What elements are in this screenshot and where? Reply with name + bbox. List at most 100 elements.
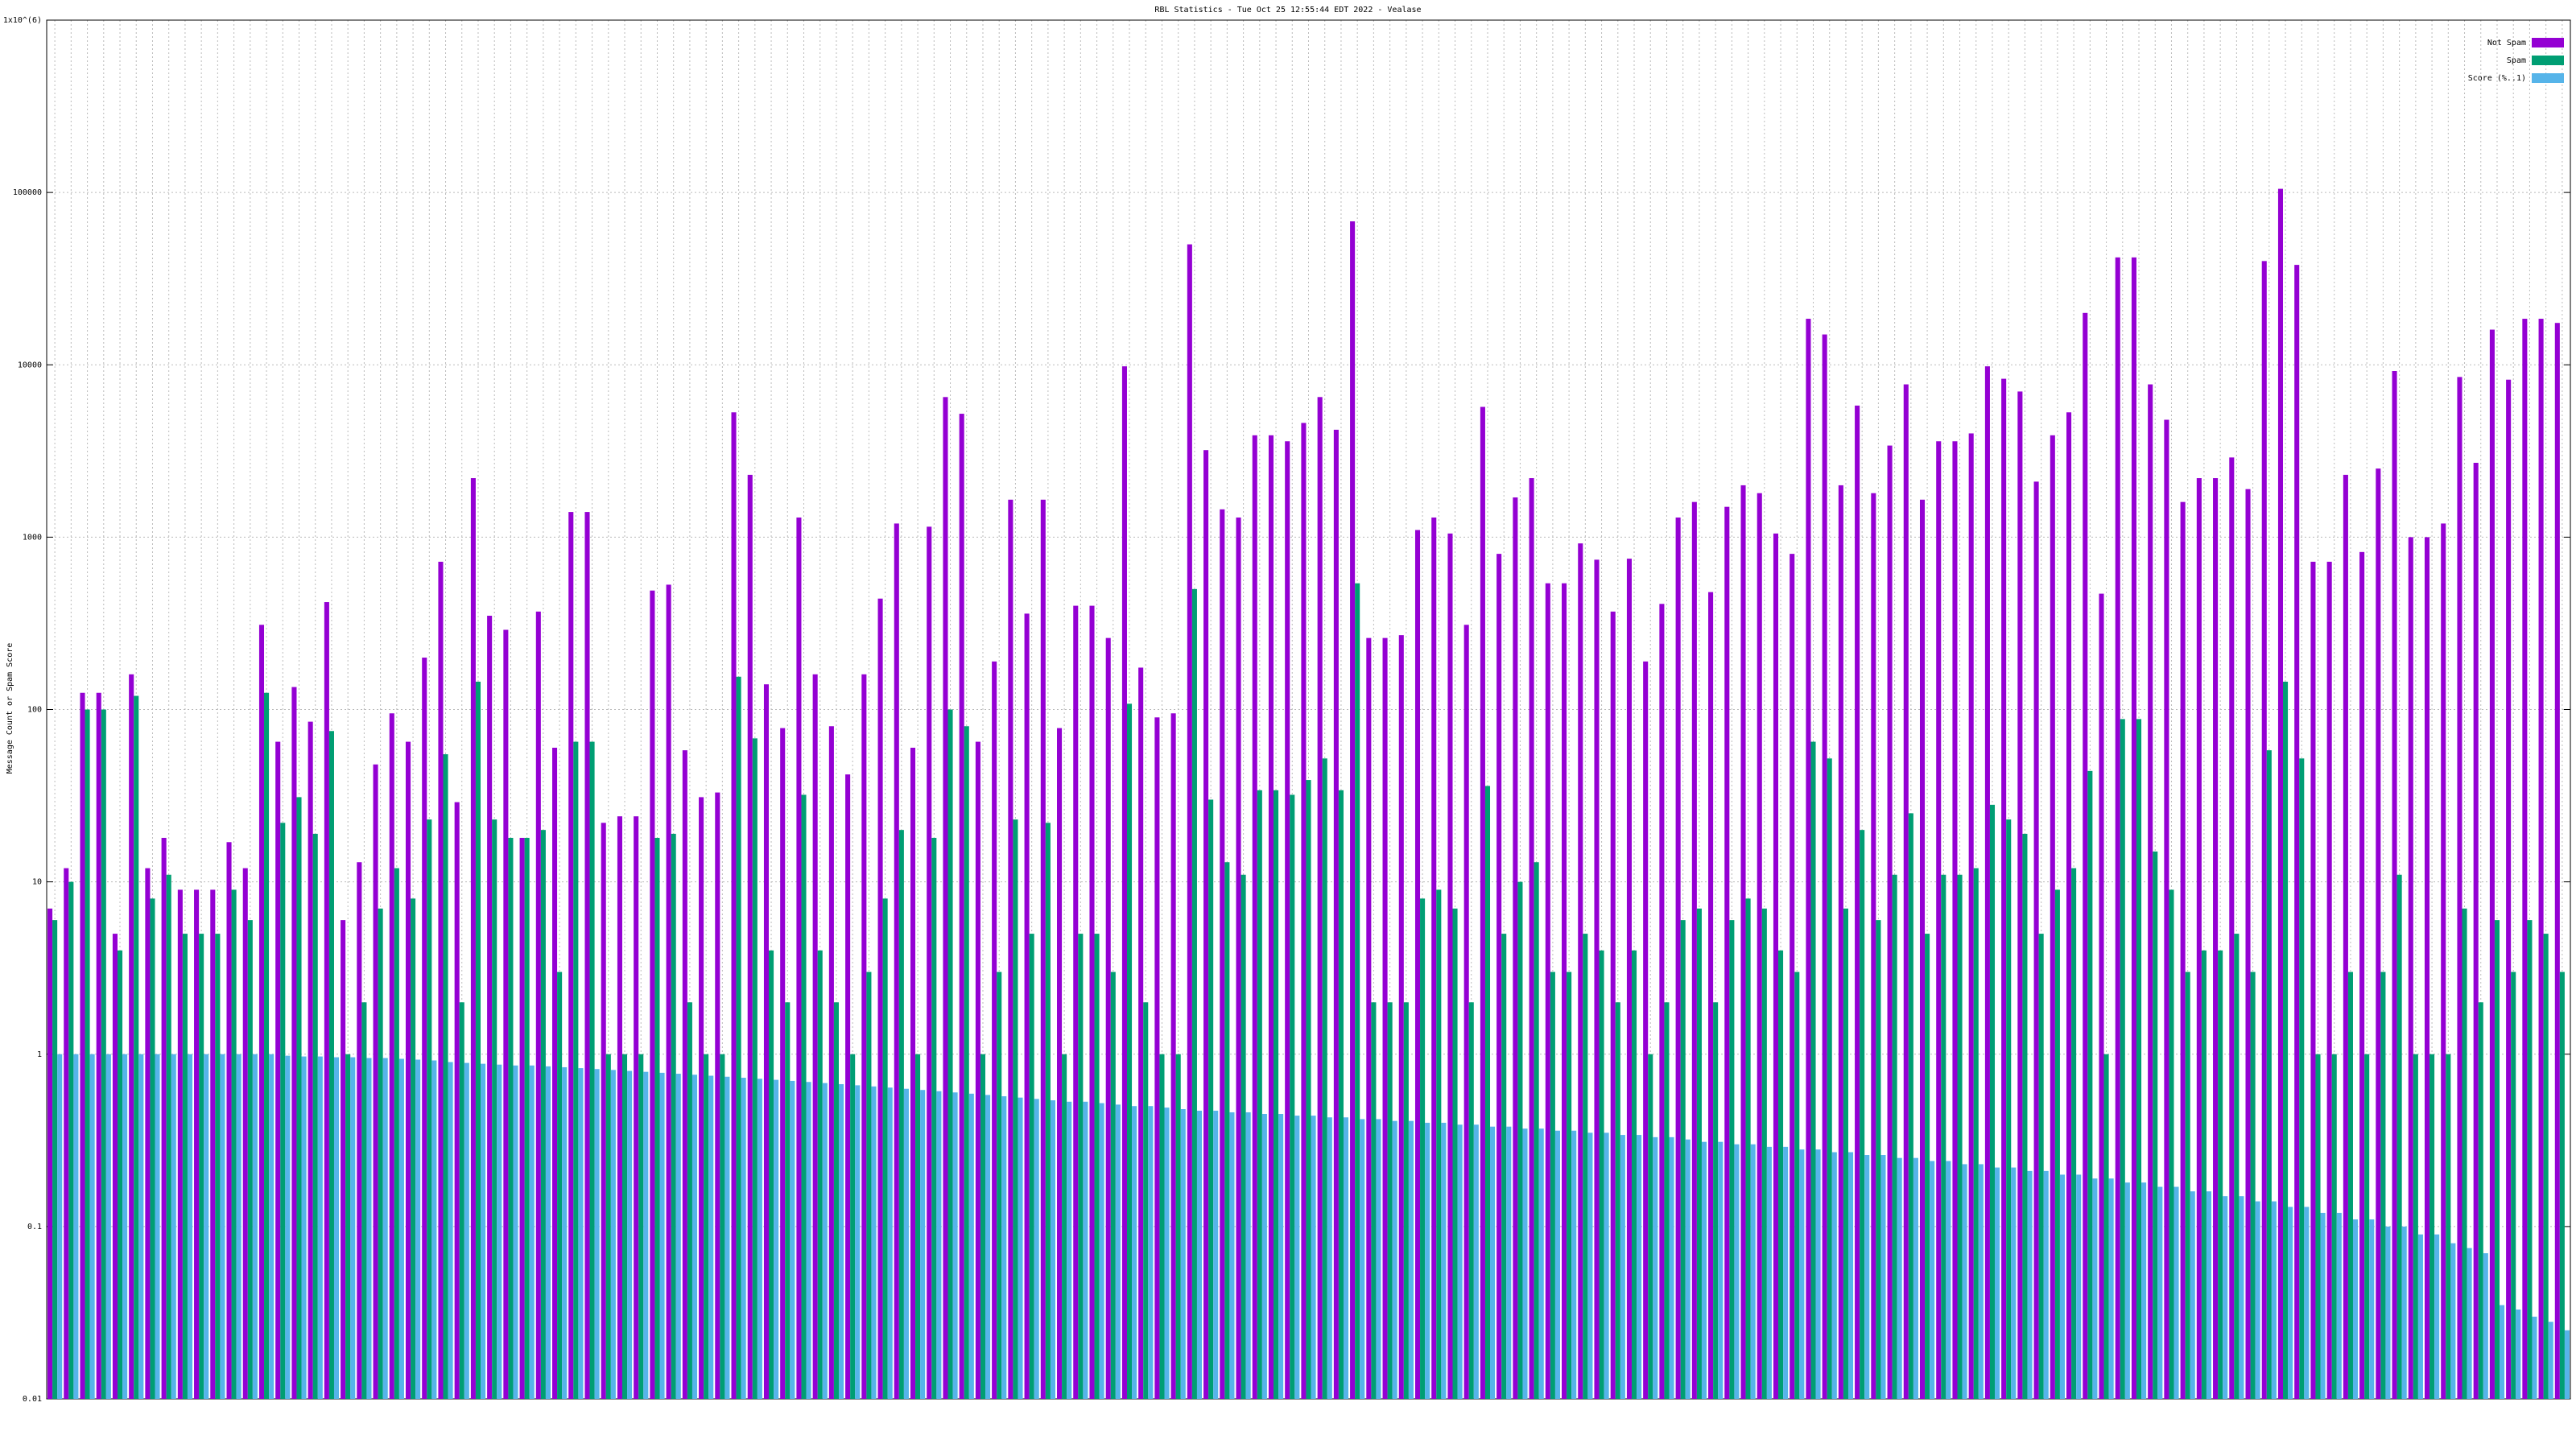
bar — [573, 741, 579, 1399]
bar — [2516, 1309, 2521, 1399]
bar — [1708, 592, 1714, 1399]
bar — [1567, 971, 1572, 1399]
bar — [2315, 1054, 2321, 1399]
bar — [2185, 971, 2190, 1399]
bar — [1913, 1157, 1918, 1399]
bar — [1268, 435, 1274, 1400]
bar — [1778, 950, 1784, 1399]
bar — [785, 1002, 791, 1399]
bar — [1278, 1114, 1284, 1399]
bar — [1691, 501, 1697, 1400]
bar — [2174, 1186, 2179, 1399]
bar — [1143, 1002, 1149, 1399]
bar — [910, 748, 916, 1399]
bar — [1718, 1141, 1724, 1399]
bar — [1290, 794, 1295, 1399]
bar — [605, 1054, 611, 1399]
bar — [2450, 1243, 2456, 1399]
bar — [1274, 790, 1279, 1399]
bar — [2201, 950, 2207, 1399]
bar — [427, 819, 432, 1399]
bar — [2131, 257, 2136, 1399]
bar — [2136, 719, 2142, 1399]
bar — [1571, 1130, 1577, 1399]
bar — [887, 1087, 893, 1399]
bar — [959, 414, 964, 1399]
bar — [1382, 637, 1388, 1399]
bar — [654, 837, 660, 1399]
bar — [1615, 1002, 1620, 1399]
bar — [215, 934, 221, 1399]
bar — [2511, 971, 2516, 1399]
bar — [1968, 433, 1974, 1399]
bar — [2124, 1182, 2130, 1399]
bar — [1414, 530, 1421, 1400]
bar — [308, 721, 313, 1399]
bar — [357, 862, 362, 1399]
bar — [2336, 1212, 2342, 1399]
bar — [280, 823, 286, 1399]
bar — [2169, 889, 2174, 1399]
bar — [1773, 533, 1779, 1399]
bar — [2343, 474, 2348, 1399]
bar — [236, 1054, 242, 1399]
bar — [2522, 319, 2528, 1399]
bar — [350, 1057, 356, 1399]
bar — [1659, 604, 1665, 1399]
bar — [57, 1054, 63, 1399]
bar — [2401, 1226, 2407, 1399]
bar — [1761, 908, 1767, 1399]
bar — [992, 661, 997, 1399]
bar — [1245, 1112, 1251, 1399]
bar — [1045, 823, 1051, 1399]
bar — [627, 1070, 633, 1399]
bar — [1213, 1110, 1219, 1399]
bar — [166, 874, 171, 1399]
bar — [1121, 366, 1127, 1400]
bar — [1067, 1101, 1072, 1399]
bar — [1930, 1161, 1935, 1399]
bar — [2043, 1170, 2049, 1399]
bar — [1436, 889, 1442, 1399]
bar — [210, 889, 216, 1399]
bar — [1562, 583, 1567, 1399]
bar — [2076, 1174, 2082, 1399]
bar — [443, 754, 448, 1399]
bar — [850, 1054, 856, 1399]
bar — [1229, 1112, 1235, 1399]
y-tick-label: 0.01 — [23, 1395, 42, 1404]
bar — [171, 1054, 176, 1399]
bar — [741, 1078, 746, 1399]
bar — [1350, 221, 1356, 1400]
bar — [1138, 667, 1144, 1399]
bar — [345, 1054, 351, 1399]
bar — [610, 1070, 616, 1399]
bar — [1957, 874, 1963, 1399]
bar — [1648, 1054, 1653, 1399]
bar — [833, 1002, 839, 1399]
bar — [2050, 435, 2055, 1400]
bar — [1187, 244, 1192, 1400]
bar — [2320, 1212, 2326, 1399]
bar — [2359, 551, 2365, 1399]
bar — [117, 950, 123, 1399]
bar — [1322, 758, 1327, 1399]
bar — [2196, 478, 2202, 1400]
bar — [1995, 1167, 2000, 1399]
bar — [459, 1002, 464, 1399]
bar — [1001, 1096, 1007, 1399]
bar — [101, 709, 106, 1399]
bar — [1604, 1132, 1609, 1399]
bar — [1501, 934, 1507, 1399]
bar — [487, 616, 493, 1399]
legend-swatch — [2532, 38, 2564, 47]
bar — [1506, 1126, 1512, 1399]
bar — [508, 837, 514, 1399]
y-tick-label: 10000 — [18, 361, 42, 369]
bar — [448, 1062, 453, 1399]
bar — [838, 1083, 844, 1399]
bar — [122, 1054, 128, 1399]
bar — [1978, 1164, 1984, 1399]
bar — [317, 1056, 323, 1399]
bar — [1425, 1122, 1430, 1399]
